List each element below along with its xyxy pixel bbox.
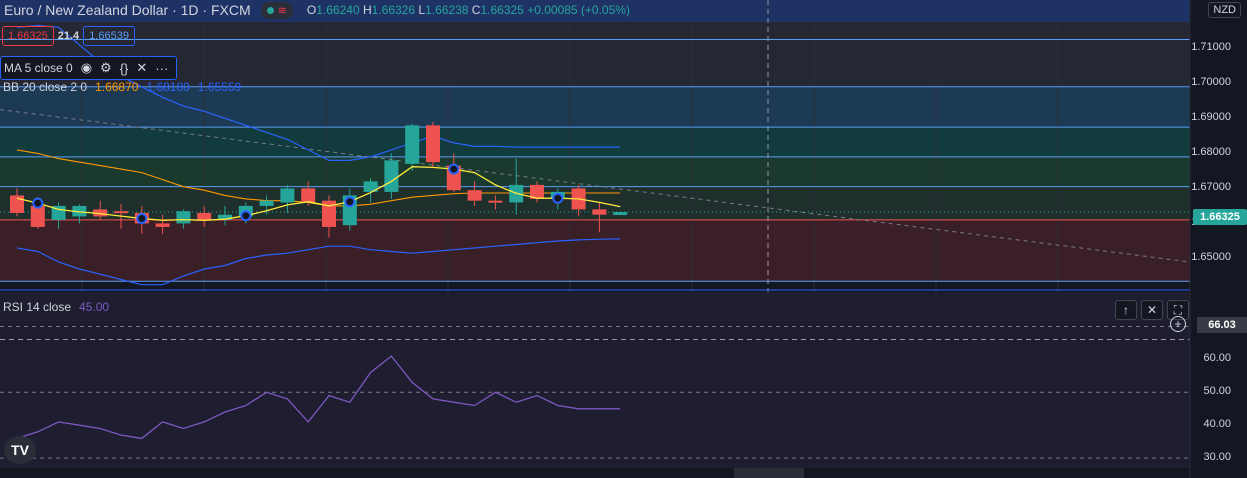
candle-body xyxy=(613,212,628,216)
ma-marker xyxy=(448,163,460,175)
candle-body xyxy=(155,223,170,227)
candle-body xyxy=(114,211,128,214)
candle-body xyxy=(426,125,440,163)
price-zone xyxy=(0,219,1190,282)
rsi-pane-controls: ↑ ✕ ⛶ xyxy=(1115,300,1189,320)
ma-marker xyxy=(344,196,356,208)
ma-marker xyxy=(136,213,148,225)
candle-body xyxy=(218,214,232,220)
price-tick-label: 1.69000 xyxy=(1191,111,1231,124)
bb-basis-value: 1.66870 xyxy=(95,80,139,94)
rsi-label: RSI 14 close xyxy=(3,300,72,314)
tradingview-logo[interactable]: TV xyxy=(4,436,36,464)
bb-lower-line xyxy=(16,238,621,286)
close-icon[interactable]: ✕ xyxy=(136,60,148,75)
ma-marker xyxy=(32,197,44,209)
ma-marker xyxy=(552,192,564,204)
candle-body xyxy=(384,160,399,192)
wave-icon: ≋ xyxy=(277,4,287,17)
bb-indicator-legend[interactable]: BB 20 close 2 0 1.66870 1.68180 1.65559 xyxy=(3,80,241,94)
rsi-background xyxy=(0,292,1190,468)
bb-label: BB 20 close 2 0 xyxy=(3,80,88,94)
bb-lower-value: 1.65559 xyxy=(197,80,242,94)
rsi-current-tag: 66.03 xyxy=(1197,317,1247,333)
ma5-line xyxy=(16,166,621,221)
market-status-toggle[interactable]: ≋ xyxy=(260,1,293,19)
price-tick-label: 1.71000 xyxy=(1191,41,1231,54)
candle-body xyxy=(530,184,544,199)
symbol-title[interactable]: Euro / New Zealand Dollar · 1D · FXCM xyxy=(4,2,251,18)
sell-price-button[interactable]: 1.66325 xyxy=(2,26,54,46)
upper-zone xyxy=(0,22,1190,87)
candle-body xyxy=(301,188,316,203)
candle-body xyxy=(322,200,336,227)
rsi-line xyxy=(16,355,621,440)
candle-body xyxy=(72,205,87,217)
price-tick-label: 1.67000 xyxy=(1191,181,1231,194)
rsi-tick-label: 30.00 xyxy=(1203,451,1231,464)
candle-body xyxy=(363,181,378,192)
candle-body xyxy=(259,200,274,206)
change-value: +0.00085 (+0.05%) xyxy=(527,3,630,17)
ma-indicator-legend[interactable]: MA 5 close 0 ◉ ⚙ {} ✕ ··· xyxy=(0,56,178,80)
candle-body xyxy=(467,190,482,201)
price-tick-label: 1.68000 xyxy=(1191,146,1231,159)
ma-marker xyxy=(240,210,252,222)
market-open-icon xyxy=(266,6,274,14)
rsi-value: 45.00 xyxy=(79,300,110,314)
quote-panel: 1.66325 21.4 1.66539 xyxy=(2,26,135,46)
ohlc-values: O1.66240 H1.66326 L1.66238 C1.66325 +0.0… xyxy=(306,3,630,17)
rsi-tick-label: 40.00 xyxy=(1203,418,1231,431)
candle-body xyxy=(488,200,503,203)
price-zone xyxy=(0,127,1190,157)
header-band xyxy=(0,0,1190,22)
ma-label: MA 5 close 0 xyxy=(4,61,73,75)
candle-body xyxy=(10,195,24,213)
more-icon[interactable]: ··· xyxy=(155,60,169,76)
bb-upper-value: 1.68180 xyxy=(146,80,190,94)
price-tick-label: 1.70000 xyxy=(1191,76,1231,89)
eye-icon[interactable]: ◉ xyxy=(80,60,93,75)
time-scrollbar[interactable] xyxy=(734,468,804,478)
current-price-tag: 1.66325 xyxy=(1193,209,1247,225)
price-zone xyxy=(0,156,1190,187)
candle-body xyxy=(30,205,45,227)
candle-body xyxy=(280,188,295,203)
buy-price-button[interactable]: 1.66539 xyxy=(83,26,135,46)
rsi-indicator-legend[interactable]: RSI 14 close 45.00 xyxy=(3,300,109,314)
settings-icon[interactable]: ⚙ xyxy=(100,60,112,75)
candle-body xyxy=(176,211,191,224)
candle-body xyxy=(592,209,607,215)
spread-value: 21.4 xyxy=(57,30,80,42)
chart-header: Euro / New Zealand Dollar · 1D · FXCM ≋ … xyxy=(0,0,630,20)
close-pane-icon[interactable]: ✕ xyxy=(1141,300,1163,320)
price-zone xyxy=(0,86,1190,128)
candle-body xyxy=(197,212,212,220)
price-tick-label: 1.65000 xyxy=(1191,251,1231,264)
source-code-icon[interactable]: {} xyxy=(119,60,129,76)
add-alert-icon[interactable]: + xyxy=(1170,316,1186,332)
candle-body xyxy=(405,125,420,164)
rsi-tick-label: 50.00 xyxy=(1203,385,1231,398)
rsi-tick-label: 60.00 xyxy=(1203,352,1231,365)
candle-body xyxy=(93,209,108,217)
move-up-icon[interactable]: ↑ xyxy=(1115,300,1137,320)
currency-dropdown[interactable]: NZD xyxy=(1208,2,1241,18)
